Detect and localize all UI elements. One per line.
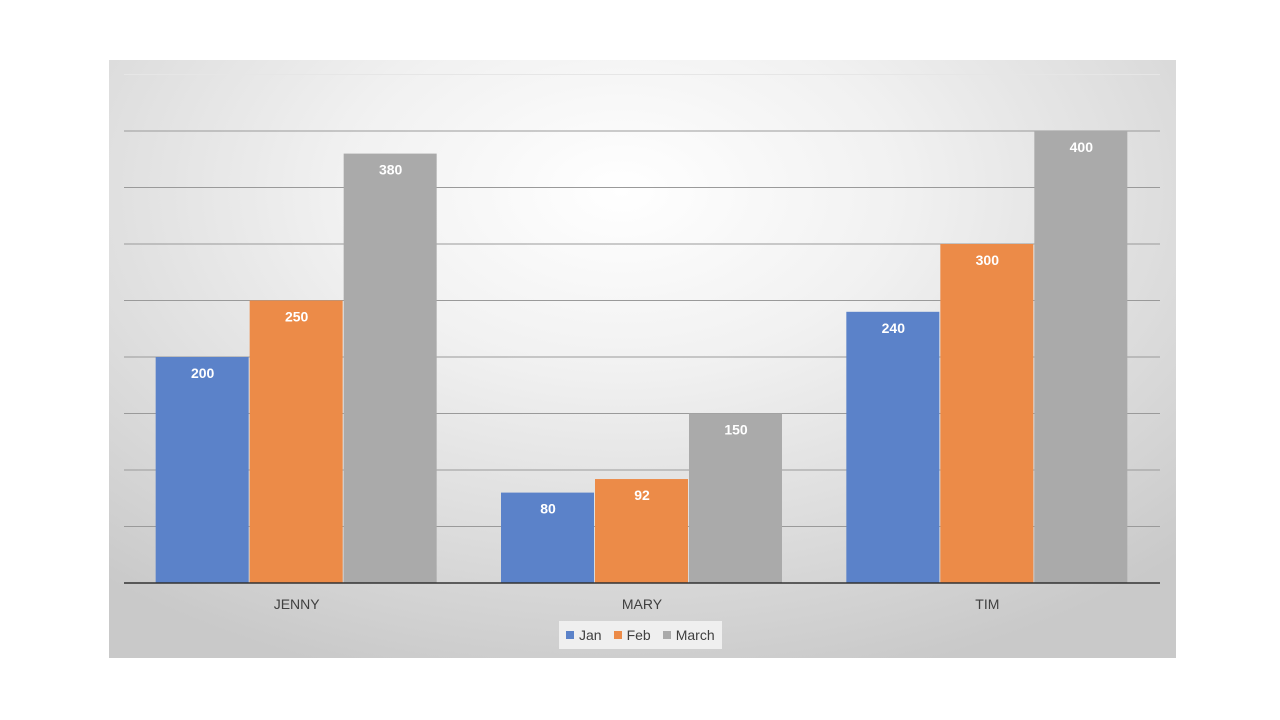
data-label-tim-feb: 300 — [976, 252, 1000, 268]
legend-swatch-feb — [613, 631, 622, 639]
bar-mary-march — [689, 413, 782, 583]
legend-swatch-jan — [566, 631, 574, 639]
data-label-jenny-march: 380 — [379, 162, 403, 178]
category-label-jenny: JENNY — [274, 596, 321, 612]
legend-swatch-march — [662, 631, 671, 639]
data-label-tim-jan: 240 — [882, 320, 906, 336]
data-label-mary-feb: 92 — [634, 487, 650, 503]
bar-tim-feb — [940, 244, 1034, 583]
bar-mary-feb — [595, 479, 688, 583]
bar-tim-march — [1034, 131, 1128, 583]
category-labels: JENNY MARY TIM — [274, 596, 1000, 612]
legend: Jan Feb March — [559, 621, 722, 649]
category-label-mary: MARY — [622, 596, 663, 612]
legend-item-jan: Jan — [566, 627, 602, 643]
category-label-tim: TIM — [975, 596, 999, 612]
data-label-mary-jan: 80 — [540, 501, 556, 517]
legend-label-march: March — [675, 627, 715, 643]
data-label-jenny-feb: 250 — [285, 309, 309, 325]
legend-item-march: March — [662, 627, 715, 643]
legend-item-feb: Feb — [613, 627, 651, 643]
data-labels: 200 250 380 80 92 150 240 300 400 — [191, 139, 1093, 517]
bar-tim-jan — [846, 311, 940, 583]
data-label-tim-march: 400 — [1070, 139, 1094, 155]
bar-jenny-march — [343, 153, 437, 583]
bar-jenny-jan — [155, 357, 249, 583]
bar-jenny-feb — [249, 300, 343, 583]
data-label-mary-march: 150 — [724, 422, 748, 438]
legend-label-jan: Jan — [579, 627, 602, 643]
data-label-jenny-jan: 200 — [191, 365, 215, 381]
bar-mary-jan — [501, 492, 594, 583]
legend-label-feb: Feb — [626, 627, 651, 643]
bars — [155, 131, 1128, 583]
